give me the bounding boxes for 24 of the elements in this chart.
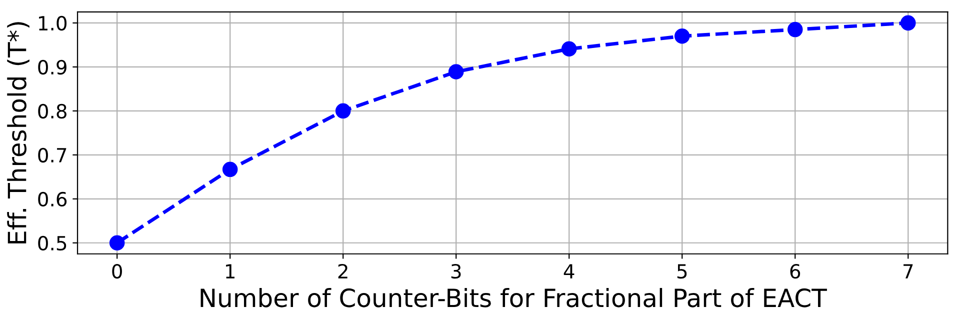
y-tick-label: 0.6 bbox=[38, 192, 67, 207]
x-axis-title: Number of Counter-Bits for Fractional Part of EACT bbox=[200, 288, 827, 308]
x-tick-label: 1 bbox=[226, 264, 234, 278]
point bbox=[335, 103, 351, 119]
x-tick-label: 4 bbox=[564, 264, 574, 278]
point bbox=[787, 22, 803, 38]
y-tick-label: 1.0 bbox=[39, 16, 67, 31]
x-tick-label: 5 bbox=[677, 264, 687, 279]
point bbox=[448, 64, 464, 80]
x-tick-label: 3 bbox=[451, 264, 461, 279]
y-tick-label: 0.7 bbox=[38, 148, 66, 163]
point bbox=[900, 15, 916, 31]
point bbox=[222, 162, 238, 178]
y-tick-label: 0.5 bbox=[38, 236, 66, 251]
x-tick-label: 2 bbox=[338, 264, 348, 278]
y-tick-label: 0.8 bbox=[38, 104, 66, 119]
y-tick-label: 0.9 bbox=[38, 60, 66, 75]
point bbox=[674, 28, 690, 44]
y-axis-title: Eff. Threshold (T*) bbox=[7, 22, 30, 244]
x-tick-label: 7 bbox=[904, 264, 913, 278]
point bbox=[109, 235, 125, 251]
x-tick-label: 0 bbox=[112, 264, 122, 279]
x-tick-label: 6 bbox=[790, 264, 800, 279]
point bbox=[561, 41, 577, 57]
